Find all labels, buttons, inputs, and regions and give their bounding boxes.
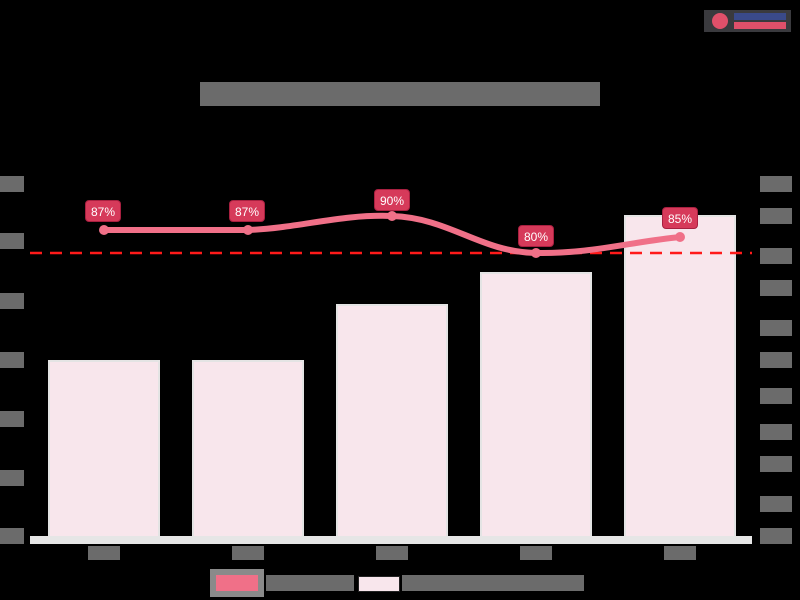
right-axis-tick (760, 528, 792, 544)
right-axis-tick (760, 176, 792, 192)
trend-line (101, 212, 683, 257)
left-axis-tick (0, 176, 24, 192)
brand-logo (704, 10, 791, 32)
x-axis-tick (520, 546, 552, 560)
x-axis-baseline (30, 536, 752, 544)
data-label: 87% (229, 200, 266, 222)
logo-icon (712, 13, 728, 29)
right-axis-tick (760, 496, 792, 512)
legend-bar-label[interactable] (402, 575, 584, 591)
left-axis-tick (0, 470, 24, 486)
data-label: 90% (374, 189, 411, 211)
data-point[interactable] (531, 248, 541, 258)
right-axis-tick (760, 280, 792, 296)
logo-text-top (734, 13, 786, 20)
x-axis-tick (376, 546, 408, 560)
data-point[interactable] (387, 211, 397, 221)
right-axis-tick (760, 388, 792, 404)
legend-line-swatch[interactable] (210, 569, 264, 597)
bar-5[interactable] (624, 215, 736, 538)
right-axis-tick (760, 320, 792, 336)
right-axis-tick (760, 352, 792, 368)
left-axis-tick (0, 233, 24, 249)
left-axis-tick (0, 411, 24, 427)
data-point[interactable] (99, 225, 109, 235)
bar-3[interactable] (336, 304, 448, 538)
chart-title (200, 82, 600, 106)
x-axis-tick (232, 546, 264, 560)
right-axis-tick (760, 424, 792, 440)
logo-text-bottom (734, 22, 786, 29)
x-axis-tick (88, 546, 120, 560)
right-axis-tick (760, 248, 792, 264)
left-axis-tick (0, 528, 24, 544)
chart-legend (210, 569, 585, 597)
data-point[interactable] (675, 232, 685, 242)
right-axis-tick (760, 456, 792, 472)
data-point[interactable] (243, 225, 253, 235)
legend-bar-swatch[interactable] (358, 576, 400, 592)
bar-4[interactable] (480, 272, 592, 538)
x-axis-tick (664, 546, 696, 560)
data-label: 87% (85, 200, 122, 222)
data-label: 85% (662, 207, 699, 229)
right-axis-tick (760, 208, 792, 224)
data-label: 80% (518, 225, 555, 247)
left-axis-tick (0, 293, 24, 309)
legend-line-label[interactable] (266, 575, 354, 591)
left-axis-tick (0, 352, 24, 368)
